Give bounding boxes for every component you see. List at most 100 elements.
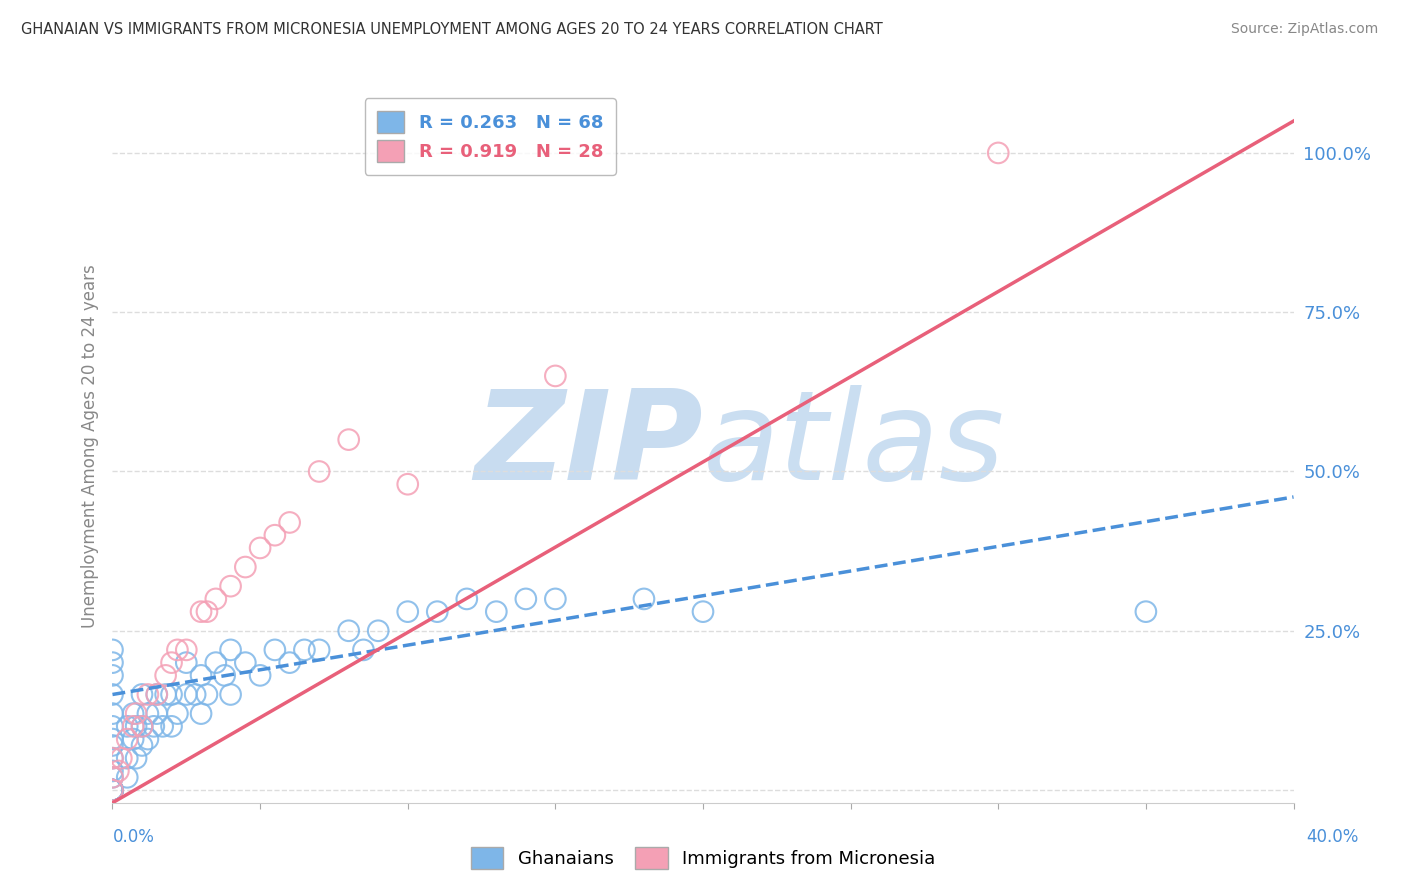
Point [117,770,138,784]
Point [101,783,124,797]
Point [544,368,567,383]
Point [352,643,374,657]
Y-axis label: Unemployment Among Ages 20 to 24 years: Unemployment Among Ages 20 to 24 years [80,264,98,628]
Point [160,688,183,702]
Point [174,688,197,702]
Point [308,643,330,657]
Point [174,643,197,657]
Point [308,465,330,479]
Point [195,605,218,619]
Point [101,783,124,797]
Point [166,706,188,721]
Point [155,668,177,682]
Point [337,433,360,447]
Point [136,688,159,702]
Point [249,541,271,555]
Point [249,668,271,682]
Point [101,643,124,657]
Point [219,643,242,657]
Point [101,783,124,797]
Point [101,783,124,797]
Point [160,656,183,670]
Point [101,783,124,797]
Point [987,145,1010,160]
Point [101,783,124,797]
Point [101,732,124,747]
Point [131,719,153,733]
Text: 0.0%: 0.0% [112,828,155,846]
Point [219,579,242,593]
Point [101,668,124,682]
Point [195,688,218,702]
Point [292,643,315,657]
Point [219,688,242,702]
Point [190,668,212,682]
Point [122,719,145,733]
Point [101,751,124,765]
Legend: R = 0.263   N = 68, R = 0.919   N = 28: R = 0.263 N = 68, R = 0.919 N = 28 [364,98,616,175]
Point [101,656,124,670]
Point [117,751,138,765]
Point [160,719,183,733]
Point [515,591,537,606]
Point [122,706,145,721]
Point [367,624,389,638]
Point [233,656,256,670]
Point [125,719,148,733]
Point [692,605,714,619]
Text: ZIP: ZIP [474,385,703,507]
Point [190,706,212,721]
Point [101,783,124,797]
Point [101,783,124,797]
Point [184,688,207,702]
Point [205,656,228,670]
Point [264,528,287,542]
Point [233,560,256,574]
Point [101,783,124,797]
Point [396,477,419,491]
Point [101,770,124,784]
Point [101,706,124,721]
Text: Source: ZipAtlas.com: Source: ZipAtlas.com [1230,22,1378,37]
Text: atlas: atlas [703,385,1005,507]
Point [125,706,148,721]
Point [337,624,360,638]
Point [146,688,169,702]
Point [101,770,124,784]
Point [278,656,301,670]
Point [131,739,153,753]
Point [122,732,145,747]
Point [136,732,159,747]
Point [131,688,153,702]
Point [264,643,287,657]
Point [101,719,124,733]
Point [146,688,169,702]
Point [117,732,138,747]
Point [110,751,132,765]
Point [1135,605,1157,619]
Legend: Ghanaians, Immigrants from Micronesia: Ghanaians, Immigrants from Micronesia [461,838,945,879]
Point [117,719,138,733]
Point [485,605,508,619]
Point [166,643,188,657]
Point [174,656,197,670]
Point [205,591,228,606]
Point [107,764,129,778]
Point [152,719,174,733]
Point [155,688,177,702]
Point [125,751,148,765]
Point [544,591,567,606]
Point [142,719,165,733]
Point [146,706,169,721]
Point [396,605,419,619]
Point [101,783,124,797]
Point [190,605,212,619]
Text: GHANAIAN VS IMMIGRANTS FROM MICRONESIA UNEMPLOYMENT AMONG AGES 20 TO 24 YEARS CO: GHANAIAN VS IMMIGRANTS FROM MICRONESIA U… [21,22,883,37]
Point [278,516,301,530]
Point [136,706,159,721]
Point [456,591,478,606]
Point [101,688,124,702]
Point [214,668,236,682]
Text: 40.0%: 40.0% [1306,828,1360,846]
Point [131,719,153,733]
